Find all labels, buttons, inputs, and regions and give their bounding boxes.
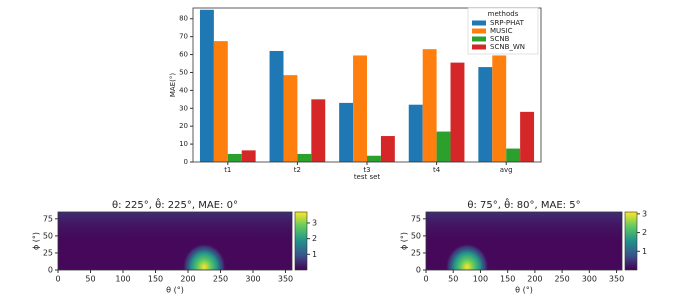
x-tick-label: 300 <box>582 275 597 284</box>
x-axis-label: θ (°) <box>166 286 184 295</box>
x-tick-label: 350 <box>278 275 293 284</box>
bar <box>408 104 423 162</box>
legend-label: SCNB_WN <box>490 43 525 51</box>
legend-label: MUSIC <box>490 27 513 35</box>
y-tick-label: 0 <box>416 266 421 275</box>
bar <box>450 62 465 162</box>
x-tick-label: 100 <box>115 275 130 284</box>
x-tick-label: 100 <box>473 275 488 284</box>
x-tick-label: 350 <box>609 275 624 284</box>
plot-frame <box>425 211 623 271</box>
bar <box>520 111 535 162</box>
bar <box>213 41 228 162</box>
x-tick-label: 150 <box>148 275 163 284</box>
y-tick-label: 50 <box>411 231 421 240</box>
bar <box>367 155 381 162</box>
x-tick-label: 50 <box>448 275 458 284</box>
bar <box>478 67 493 162</box>
y-axis-label: ϕ (°) <box>400 232 409 250</box>
bar <box>353 55 367 162</box>
x-tick-label: t4 <box>433 166 441 174</box>
bar <box>339 102 354 162</box>
x-tick-label: t1 <box>224 166 231 174</box>
heatmap: 0 50 100 150 200 250 300 350 0 25 50 75 θ: 75°, θ̂: … <box>400 197 648 294</box>
bar <box>311 99 326 162</box>
colorbar-tick-label: 3 <box>312 218 317 227</box>
bar <box>269 50 284 162</box>
y-tick-label: 0 <box>184 158 188 166</box>
y-axis-label: MAE(°) <box>169 73 177 97</box>
y-tick-label: 10 <box>179 140 188 148</box>
plot-frame <box>192 7 542 163</box>
x-tick-label: 50 <box>85 275 95 284</box>
x-tick-label: 150 <box>500 275 515 284</box>
bar <box>436 131 451 162</box>
colorbar <box>624 211 638 271</box>
y-tick-label: 70 <box>179 33 188 41</box>
y-tick-label: 60 <box>179 51 188 59</box>
y-tick-label: 75 <box>411 214 421 223</box>
y-tick-label: 50 <box>43 231 53 240</box>
bar <box>241 150 256 162</box>
legend-title: methods <box>488 10 519 18</box>
x-tick-label: avg <box>500 166 513 174</box>
chart-title: θ: 225°, θ̂: 225°, MAE: 0° <box>112 197 238 211</box>
x-tick-label: 0 <box>423 275 428 284</box>
heatmap-peak <box>182 243 227 270</box>
colorbar-tick-label: 2 <box>642 228 647 237</box>
y-tick-label: 50 <box>179 68 188 76</box>
x-tick-label: 250 <box>213 275 228 284</box>
x-axis-label: θ (°) <box>515 286 533 295</box>
bar <box>422 49 437 162</box>
legend-label: SCNB <box>490 35 510 43</box>
x-tick-label: 200 <box>180 275 195 284</box>
colorbar <box>294 211 308 271</box>
plot-frame <box>57 211 293 271</box>
y-tick-label: 75 <box>43 214 53 223</box>
colorbar-tick-label: 1 <box>312 250 317 259</box>
y-tick-label: 25 <box>411 248 421 257</box>
colorbar-tick-label: 2 <box>312 234 317 243</box>
x-tick-label: 250 <box>554 275 569 284</box>
colorbar-tick-label: 1 <box>642 247 647 256</box>
x-tick-label: t3 <box>363 166 370 174</box>
legend-swatch <box>472 44 486 50</box>
heatmap-shade <box>58 212 292 270</box>
bar <box>297 153 312 162</box>
bar <box>227 153 242 162</box>
y-tick-label: 80 <box>179 15 188 23</box>
y-axis-label: ϕ (°) <box>32 232 41 250</box>
x-tick-label: 200 <box>527 275 542 284</box>
legend-label: SRP-PHAT <box>490 19 525 27</box>
x-axis-label: test set <box>354 173 381 181</box>
chart-title: θ: 75°, θ̂: 80°, MAE: 5° <box>467 197 580 211</box>
heatmap: 0 50 100 150 200 250 300 350 0 25 50 75 θ: 225°, θ̂:… <box>32 197 318 294</box>
legend-swatch <box>472 36 486 42</box>
bar <box>283 75 298 162</box>
x-tick-label: 300 <box>245 275 260 284</box>
heatmap-peak <box>445 243 490 270</box>
x-tick-label: 0 <box>55 275 60 284</box>
legend-swatch <box>472 20 486 26</box>
y-tick-label: 40 <box>179 86 188 94</box>
bar <box>380 136 395 162</box>
y-tick-label: 0 <box>48 266 53 275</box>
y-tick-label: 20 <box>179 122 188 130</box>
x-tick-label: t2 <box>294 166 301 174</box>
bar <box>492 55 507 162</box>
colorbar-tick-label: 3 <box>642 209 647 218</box>
bar <box>506 148 521 162</box>
y-tick-label: 25 <box>43 248 53 257</box>
bar <box>199 9 214 163</box>
y-tick-label: 30 <box>179 104 188 112</box>
legend-swatch <box>472 28 486 34</box>
